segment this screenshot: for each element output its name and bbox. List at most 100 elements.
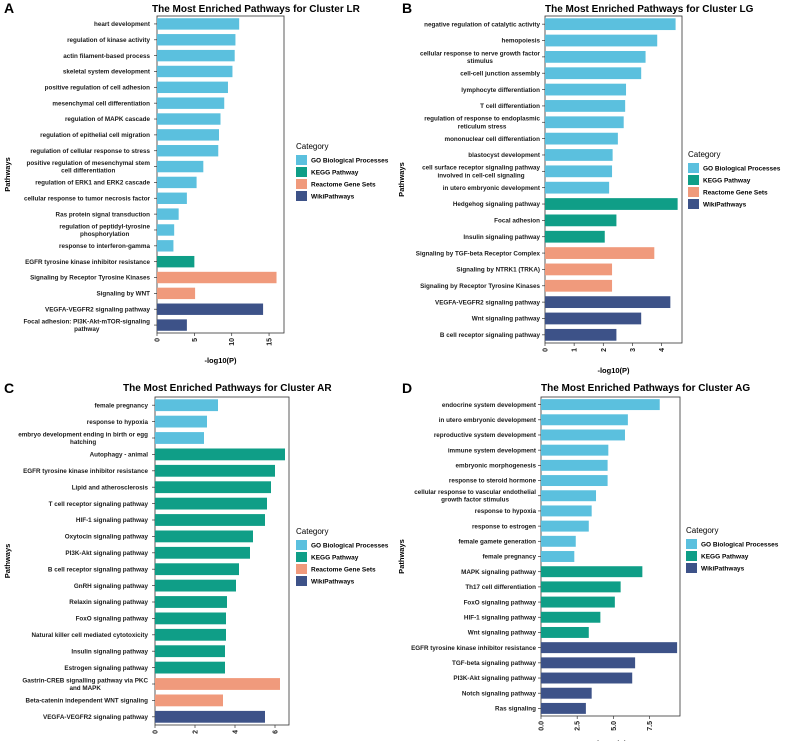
bar-blastocyst-development bbox=[545, 149, 613, 161]
legend-swatch-wikipathways bbox=[688, 199, 699, 209]
x-tick-label: 4 bbox=[233, 730, 240, 734]
panel-letter: D bbox=[402, 380, 412, 396]
bar-t-cell-differentiation bbox=[545, 100, 626, 112]
legend-swatch-kegg-pathway bbox=[296, 552, 307, 562]
category-label: EGFR tyrosine kinase inhibitor resistanc… bbox=[411, 645, 536, 652]
category-label: GnRH signaling pathway bbox=[74, 583, 149, 590]
bar-positive-regulation-of-cell-adhesion bbox=[157, 81, 228, 94]
category-label: T cell differentiation bbox=[480, 103, 540, 110]
category-label: response to estrogen bbox=[472, 523, 536, 530]
category-label: VEGFA-VEGFR2 signaling pathway bbox=[435, 299, 540, 306]
legend-swatch-go-biological-processes bbox=[296, 155, 307, 165]
category-label: FoxO signaling pathway bbox=[76, 616, 149, 623]
bar-focal-adhesion-pi3k-akt-mtor-signaling-pathway bbox=[157, 319, 187, 331]
category-label: mesenchymal cell differentiation bbox=[52, 100, 150, 107]
legend-swatch-kegg-pathway bbox=[686, 551, 697, 561]
category-label: B cell receptor signaling pathway bbox=[440, 332, 541, 339]
x-tick-label: 15 bbox=[267, 338, 274, 346]
bar-cellular-response-to-tumor-necrosis-factor bbox=[157, 192, 187, 204]
category-label: positive regulation of cell adhesion bbox=[45, 85, 150, 92]
bar-female-gamete-generation bbox=[541, 535, 576, 547]
bar-signaling-by-wnt bbox=[157, 287, 196, 300]
category-label: female pregnancy bbox=[482, 554, 536, 561]
category-label: Wnt signaling pathway bbox=[468, 630, 537, 637]
plot-frame bbox=[544, 15, 683, 344]
category-label: cellular response to vascular endothelia… bbox=[414, 489, 536, 504]
category-label: regulation of cellular response to stres… bbox=[30, 148, 150, 155]
panel-title: The Most Enriched Pathways for Cluster L… bbox=[545, 4, 754, 15]
bar-mapk-signaling-pathway bbox=[541, 566, 643, 578]
bar-wnt-signaling-pathway bbox=[541, 626, 589, 638]
legend-swatch-wikipathways bbox=[686, 563, 697, 573]
bar-response-to-hypoxia bbox=[541, 505, 592, 517]
bar-pi3k-akt-signaling-pathway bbox=[155, 546, 250, 559]
y-axis-title: Pathways bbox=[3, 544, 12, 579]
x-tick-label: 7.5 bbox=[647, 721, 654, 731]
bar-th17-cell-differentiation bbox=[541, 581, 621, 593]
legend-label: Reactome Gene Sets bbox=[703, 190, 768, 197]
bar-skeletal-system-development bbox=[157, 65, 233, 78]
bar-estrogen-signaling-pathway bbox=[155, 661, 225, 674]
x-tick-label: 6 bbox=[273, 730, 280, 734]
category-label: response to hypoxia bbox=[87, 419, 149, 426]
category-label: response to hypoxia bbox=[475, 508, 537, 515]
x-tick-label: 10 bbox=[229, 338, 236, 346]
panel-letter: A bbox=[4, 0, 14, 16]
bar-endocrine-system-development bbox=[541, 399, 660, 411]
legend-swatch-go-biological-processes bbox=[296, 540, 307, 550]
legend-label: GO Biological Processes bbox=[311, 158, 389, 165]
bar-beta-catenin-independent-wnt-signaling bbox=[155, 694, 223, 707]
legend-label: WikiPathways bbox=[701, 566, 745, 573]
category-label: EGFR tyrosine kinase inhibitor resistanc… bbox=[23, 468, 148, 475]
category-label: Oxytocin signaling pathway bbox=[65, 534, 149, 541]
panel-a: A The Most Enriched Pathways for Cluster … bbox=[3, 0, 389, 365]
category-label: in utero embryonic development bbox=[443, 185, 541, 192]
category-label: MAPK signaling pathway bbox=[461, 569, 536, 576]
panel-title: The Most Enriched Pathways for Cluster L… bbox=[152, 4, 361, 15]
x-tick-label: 2 bbox=[601, 348, 608, 352]
bar-positive-regulation-of-mesenchymal-stem-cell-differentiation bbox=[157, 160, 204, 173]
category-label: Signaling by NTRK1 (TRKA) bbox=[456, 267, 540, 274]
bar-response-to-interferon-gamma bbox=[157, 240, 174, 252]
bar-tgf-beta-signaling-pathway bbox=[541, 657, 636, 669]
legend-label: WikiPathways bbox=[311, 579, 355, 586]
bar-gastrin-creb-signalling-pathway-via-pkc-and-mapk bbox=[155, 678, 280, 690]
bar-actin-filament-based-process bbox=[157, 49, 235, 62]
x-tick-label: 3 bbox=[630, 348, 637, 352]
category-label: regulation of ERK1 and ERK2 cascade bbox=[35, 180, 150, 187]
bar-regulation-of-erk1-and-erk2-cascade bbox=[157, 176, 197, 189]
bar-female-pregnancy bbox=[541, 551, 575, 562]
category-label: embryonic morphogenesis bbox=[456, 463, 537, 470]
legend-label: WikiPathways bbox=[311, 194, 355, 201]
category-label: Focal adhesion: PI3K-Akt-mTOR-signaling p… bbox=[23, 318, 150, 333]
category-label: EGFR tyrosine kinase inhibitor resistanc… bbox=[25, 259, 150, 266]
panel-letter: B bbox=[402, 0, 412, 16]
category-label: skeletal system development bbox=[63, 69, 151, 76]
bar-t-cell-receptor-signaling-pathway bbox=[155, 497, 267, 510]
bar-regulation-of-response-to-endoplasmic-reticulum-stress bbox=[545, 116, 624, 129]
bar-response-to-steroid-hormone bbox=[541, 475, 608, 487]
bar-wnt-signaling-pathway bbox=[545, 312, 642, 325]
x-tick-label: 0 bbox=[543, 348, 550, 352]
legend-label: GO Biological Processes bbox=[311, 543, 389, 550]
bar-hedgehog-signaling-pathway bbox=[545, 198, 678, 210]
bar-regulation-of-peptidyl-tyrosine-phosphorylation bbox=[157, 224, 175, 236]
x-tick-label: 1 bbox=[572, 348, 579, 352]
category-label: HIF-1 signaling pathway bbox=[464, 614, 537, 621]
legend: Category GO Biological Processes KEGG Path… bbox=[296, 527, 389, 586]
category-label: response to steroid hormone bbox=[449, 478, 537, 485]
bar-signaling-by-receptor-tyrosine-kinases bbox=[545, 279, 613, 292]
category-label: PI3K-Akt signaling pathway bbox=[453, 675, 536, 682]
category-label: Insulin signaling pathway bbox=[463, 234, 540, 241]
category-label: regulation of epithelial cell migration bbox=[40, 132, 150, 139]
category-label: hemopoiesis bbox=[502, 38, 541, 45]
category-label: regulation of MAPK cascade bbox=[65, 116, 151, 123]
category-label: FoxO signaling pathway bbox=[464, 599, 537, 606]
bar-female-pregnancy bbox=[155, 399, 218, 412]
bar-insulin-signaling-pathway bbox=[155, 645, 225, 658]
bar-lymphocyte-differentiation bbox=[545, 83, 627, 96]
legend-label: Reactome Gene Sets bbox=[311, 567, 376, 574]
bar-regulation-of-epithelial-cell-migration bbox=[157, 129, 220, 141]
category-label: reproductive system development bbox=[434, 432, 537, 439]
